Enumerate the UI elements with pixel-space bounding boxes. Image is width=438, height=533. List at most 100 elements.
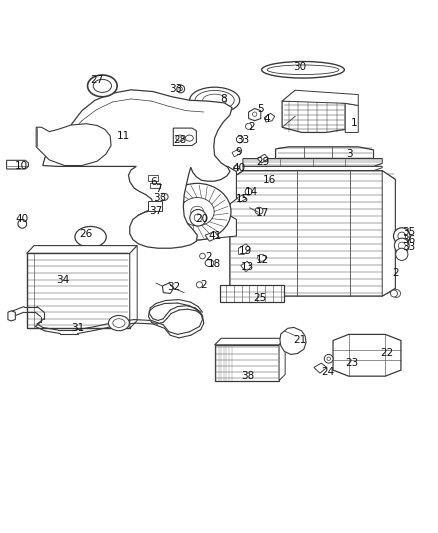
Polygon shape [239, 244, 251, 254]
Text: 9: 9 [235, 148, 242, 157]
Polygon shape [249, 109, 261, 120]
Text: 30: 30 [293, 62, 306, 72]
Ellipse shape [392, 289, 400, 297]
Polygon shape [282, 100, 345, 133]
Text: 6: 6 [150, 176, 157, 187]
Text: 10: 10 [14, 161, 28, 172]
Ellipse shape [245, 188, 252, 195]
Ellipse shape [237, 136, 244, 143]
Polygon shape [264, 114, 275, 122]
Text: 8: 8 [220, 94, 226, 104]
Text: 41: 41 [208, 231, 221, 241]
Ellipse shape [75, 227, 106, 247]
Ellipse shape [258, 254, 265, 261]
Text: 12: 12 [256, 255, 269, 264]
Polygon shape [241, 261, 252, 272]
Polygon shape [243, 158, 382, 166]
Polygon shape [237, 195, 246, 202]
Ellipse shape [190, 209, 206, 226]
Text: 29: 29 [256, 157, 269, 167]
Ellipse shape [200, 253, 205, 259]
Text: 34: 34 [56, 274, 69, 285]
Text: 17: 17 [256, 207, 269, 217]
Polygon shape [215, 338, 285, 345]
Ellipse shape [18, 220, 27, 228]
Ellipse shape [88, 75, 117, 97]
Polygon shape [230, 171, 395, 296]
Ellipse shape [246, 123, 252, 130]
Ellipse shape [190, 87, 240, 114]
Text: 4: 4 [264, 115, 270, 124]
Text: 16: 16 [262, 175, 276, 185]
Polygon shape [27, 246, 137, 254]
Text: 14: 14 [245, 187, 258, 197]
Text: 20: 20 [195, 214, 208, 224]
Polygon shape [27, 254, 130, 328]
Ellipse shape [196, 282, 202, 288]
Text: 37: 37 [149, 206, 162, 216]
Text: 2: 2 [205, 252, 212, 262]
Text: 26: 26 [80, 229, 93, 239]
Text: 18: 18 [208, 260, 221, 269]
Ellipse shape [391, 290, 397, 297]
Text: 15: 15 [237, 193, 250, 204]
Text: 21: 21 [293, 335, 306, 345]
Ellipse shape [261, 61, 344, 78]
Ellipse shape [233, 165, 239, 171]
Ellipse shape [177, 85, 185, 93]
Text: 24: 24 [321, 367, 335, 377]
Text: 19: 19 [238, 246, 252, 256]
Text: 2: 2 [392, 268, 399, 278]
Polygon shape [382, 171, 395, 296]
Ellipse shape [205, 260, 214, 266]
Text: 33: 33 [169, 84, 182, 94]
Text: 32: 32 [167, 282, 180, 293]
Polygon shape [215, 345, 279, 381]
Ellipse shape [161, 193, 168, 200]
Polygon shape [134, 166, 237, 241]
Polygon shape [7, 160, 28, 169]
Polygon shape [282, 90, 358, 106]
Bar [148, 175, 158, 181]
Text: 3: 3 [346, 149, 353, 159]
Polygon shape [279, 338, 285, 381]
Text: 2: 2 [201, 280, 207, 290]
Text: 2: 2 [248, 122, 255, 132]
Text: 5: 5 [257, 104, 264, 114]
Ellipse shape [255, 207, 263, 214]
Text: 31: 31 [71, 324, 84, 333]
Polygon shape [345, 103, 358, 133]
Polygon shape [333, 334, 401, 376]
Text: 11: 11 [117, 131, 130, 141]
Ellipse shape [394, 238, 409, 253]
Text: 28: 28 [173, 135, 187, 146]
Polygon shape [257, 154, 268, 163]
Polygon shape [162, 283, 174, 294]
Text: 1: 1 [350, 118, 357, 128]
Polygon shape [43, 90, 232, 248]
Polygon shape [243, 166, 382, 171]
Polygon shape [36, 124, 111, 166]
Polygon shape [314, 363, 327, 373]
Bar [220, 285, 284, 302]
Text: 22: 22 [380, 348, 393, 358]
Text: 25: 25 [254, 293, 267, 303]
Polygon shape [8, 311, 15, 321]
Ellipse shape [324, 354, 333, 363]
Text: 40: 40 [16, 214, 29, 224]
Polygon shape [205, 232, 219, 241]
Polygon shape [130, 246, 137, 328]
Text: 35: 35 [402, 227, 415, 237]
Text: 33: 33 [154, 193, 167, 203]
Ellipse shape [163, 183, 231, 240]
Text: 33: 33 [237, 135, 250, 146]
Ellipse shape [393, 228, 410, 244]
Text: 36: 36 [402, 235, 415, 245]
Text: 7: 7 [155, 184, 161, 194]
Text: 27: 27 [91, 75, 104, 85]
Text: 13: 13 [240, 262, 254, 272]
Polygon shape [280, 327, 306, 354]
Bar [150, 182, 160, 188]
Text: 38: 38 [240, 371, 254, 381]
Ellipse shape [396, 248, 408, 261]
